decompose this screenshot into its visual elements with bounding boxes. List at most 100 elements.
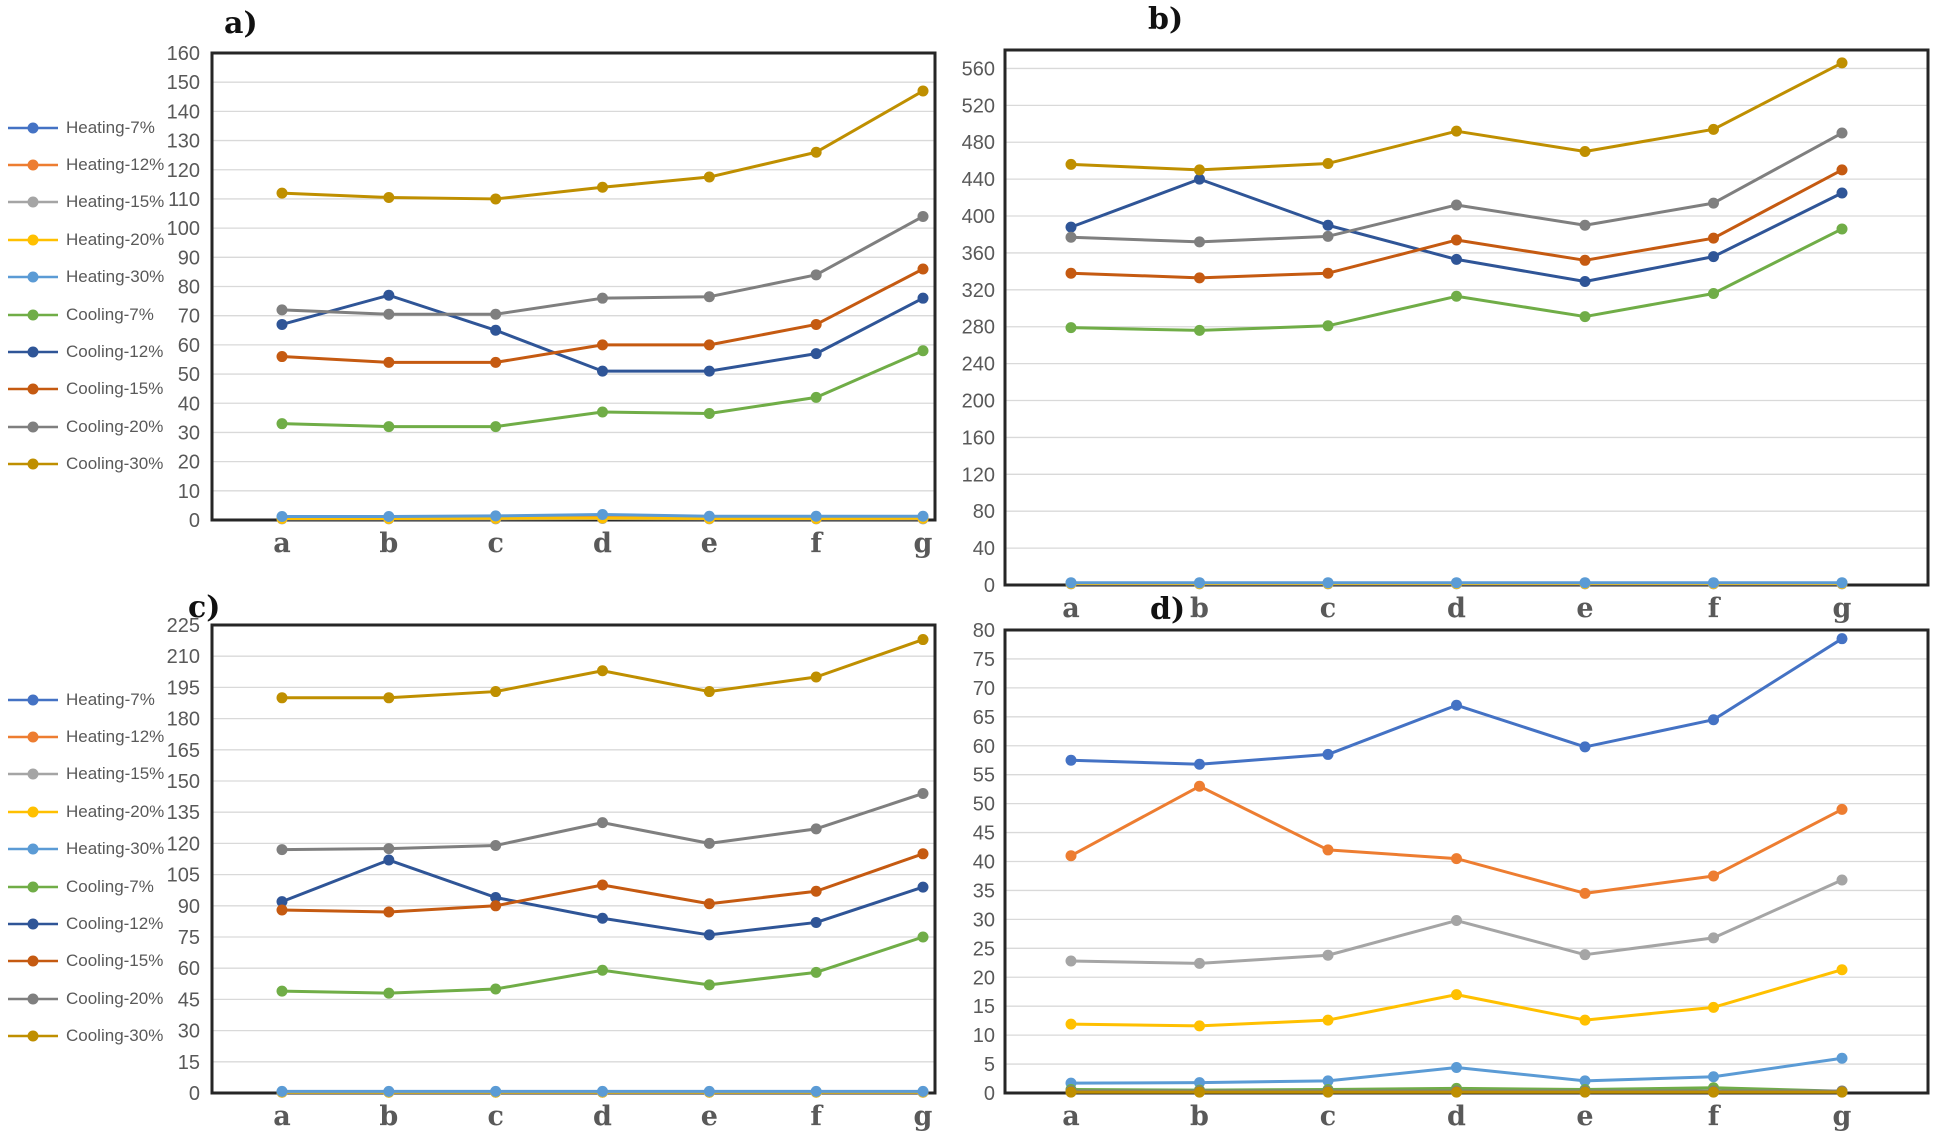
series-marker-Heating-7%	[1065, 754, 1077, 766]
legend-dot	[27, 918, 39, 930]
series-marker-Cooling-30%	[703, 686, 715, 698]
x-category-label: f	[810, 1101, 824, 1132]
series-marker-Heating-30%	[917, 1085, 929, 1097]
y-tick-label: 5	[984, 1054, 995, 1076]
y-tick-label: 45	[973, 823, 995, 845]
series-marker-Heating-12%	[1194, 780, 1205, 792]
legend-dot	[27, 731, 39, 743]
legend-marker-icon	[8, 122, 58, 134]
series-marker-Cooling-30%	[1194, 164, 1205, 176]
y-tick-label: 40	[973, 538, 995, 560]
y-tick-label: 55	[973, 765, 995, 787]
y-tick-label: 60	[973, 736, 995, 758]
series-marker-Cooling-15%	[597, 879, 608, 891]
series-marker-Cooling-15%	[490, 356, 502, 368]
series-marker-Heating-20%	[1194, 1020, 1205, 1032]
legend-dot	[27, 694, 39, 706]
legend-item: Cooling-7%	[8, 296, 164, 333]
series-marker-Cooling-7%	[810, 391, 822, 403]
legend-item: Cooling-12%	[8, 905, 164, 942]
legend-dot	[27, 458, 39, 470]
series-marker-Heating-12%	[1708, 870, 1719, 882]
x-category-label: b	[379, 1101, 398, 1132]
series-marker-Cooling-20%	[276, 844, 288, 856]
x-category-label: b	[1190, 1101, 1209, 1132]
series-marker-Cooling-15%	[917, 848, 929, 860]
series-marker-Cooling-20%	[917, 210, 929, 222]
legend-marker-icon	[8, 806, 58, 818]
legend-item: Heating-12%	[8, 146, 164, 183]
y-tick-label: 120	[167, 833, 200, 855]
legend-dot	[27, 881, 39, 893]
y-tick-label: 135	[167, 802, 200, 824]
legend-item: Cooling-20%	[8, 980, 164, 1017]
legend-item: Cooling-7%	[8, 868, 164, 905]
series-marker-Heating-12%	[1579, 887, 1591, 899]
series-marker-Cooling-30%	[597, 665, 608, 677]
x-category-label: g	[1833, 1101, 1852, 1132]
series-marker-Heating-30%	[703, 1085, 715, 1097]
series-marker-Heating-15%	[1836, 874, 1848, 886]
series-marker-Heating-30%	[1322, 1075, 1334, 1087]
series-marker-Cooling-15%	[383, 906, 395, 918]
legend-item: Cooling-12%	[8, 333, 164, 370]
legend-marker-icon	[8, 843, 58, 855]
legend-label: Cooling-12%	[66, 342, 164, 362]
x-category-label: c	[1320, 1101, 1336, 1132]
series-marker-Cooling-12%	[490, 891, 502, 903]
series-marker-Cooling-20%	[1708, 197, 1719, 209]
y-tick-label: 0	[984, 575, 995, 597]
legend-item: Heating-20%	[8, 793, 164, 830]
series-marker-Cooling-7%	[383, 421, 395, 433]
plot-border	[1003, 48, 1930, 587]
series-marker-Cooling-30%	[703, 171, 715, 183]
series-marker-Cooling-30%	[1579, 145, 1591, 157]
series-marker-Heating-30%	[1836, 577, 1848, 589]
series-marker-Heating-12%	[1322, 844, 1334, 856]
series-marker-Cooling-20%	[703, 837, 715, 849]
x-category-label: d	[1447, 1101, 1466, 1132]
series-marker-Heating-15%	[1194, 957, 1205, 969]
series-marker-Cooling-12%	[1579, 276, 1591, 288]
series-line-Cooling-30%	[1069, 61, 1844, 172]
y-tick-label: 240	[962, 354, 995, 376]
legend-item: Heating-30%	[8, 831, 164, 868]
y-tick-label: 150	[167, 771, 200, 793]
series-marker-Cooling-20%	[1836, 127, 1848, 139]
legend-marker-icon	[8, 159, 58, 171]
series-marker-Cooling-7%	[490, 421, 502, 433]
y-tick-label: 90	[178, 896, 200, 918]
legend-dot	[27, 421, 39, 433]
legend-label: Heating-15%	[66, 764, 165, 784]
series-marker-Cooling-30%	[917, 634, 929, 646]
series-marker-Heating-15%	[1451, 915, 1462, 927]
series-marker-Cooling-7%	[1836, 223, 1848, 235]
series-marker-Heating-20%	[1708, 1001, 1719, 1013]
series-marker-Heating-30%	[1322, 577, 1334, 589]
series-marker-Cooling-15%	[703, 898, 715, 910]
legend-label: Cooling-15%	[66, 379, 164, 399]
x-category-label: c	[487, 1101, 503, 1132]
x-category-label: d	[1447, 593, 1466, 624]
y-tick-label: 0	[984, 1083, 995, 1105]
series-marker-Heating-30%	[1708, 1071, 1719, 1083]
y-tick-label: 25	[973, 938, 995, 960]
series-marker-Cooling-30%	[1065, 158, 1077, 170]
series-marker-Heating-7%	[1451, 699, 1462, 711]
series-marker-Heating-7%	[1579, 741, 1591, 753]
chart-d: 0 5 10 15 20 25 30 35 40 45 50 55 60 65 70 75 80 a b c d e f g	[973, 620, 1930, 1132]
series-marker-Cooling-12%	[597, 365, 608, 377]
series-marker-Cooling-30%	[383, 692, 395, 704]
legend-item: Cooling-30%	[8, 446, 164, 483]
series-marker-Cooling-20%	[1322, 230, 1334, 242]
x-category-label: f	[810, 528, 824, 559]
x-category-label: f	[1708, 593, 1722, 624]
y-tick-label: 20	[973, 967, 995, 989]
chart-a-title: a)	[224, 6, 258, 41]
y-tick-label: 400	[962, 206, 995, 228]
x-category-label: a	[1062, 593, 1080, 624]
series-marker-Heating-7%	[1708, 714, 1719, 726]
series-marker-Cooling-15%	[276, 904, 288, 916]
series-marker-Cooling-30%	[1579, 1086, 1591, 1098]
series-marker-Cooling-15%	[1836, 164, 1848, 176]
